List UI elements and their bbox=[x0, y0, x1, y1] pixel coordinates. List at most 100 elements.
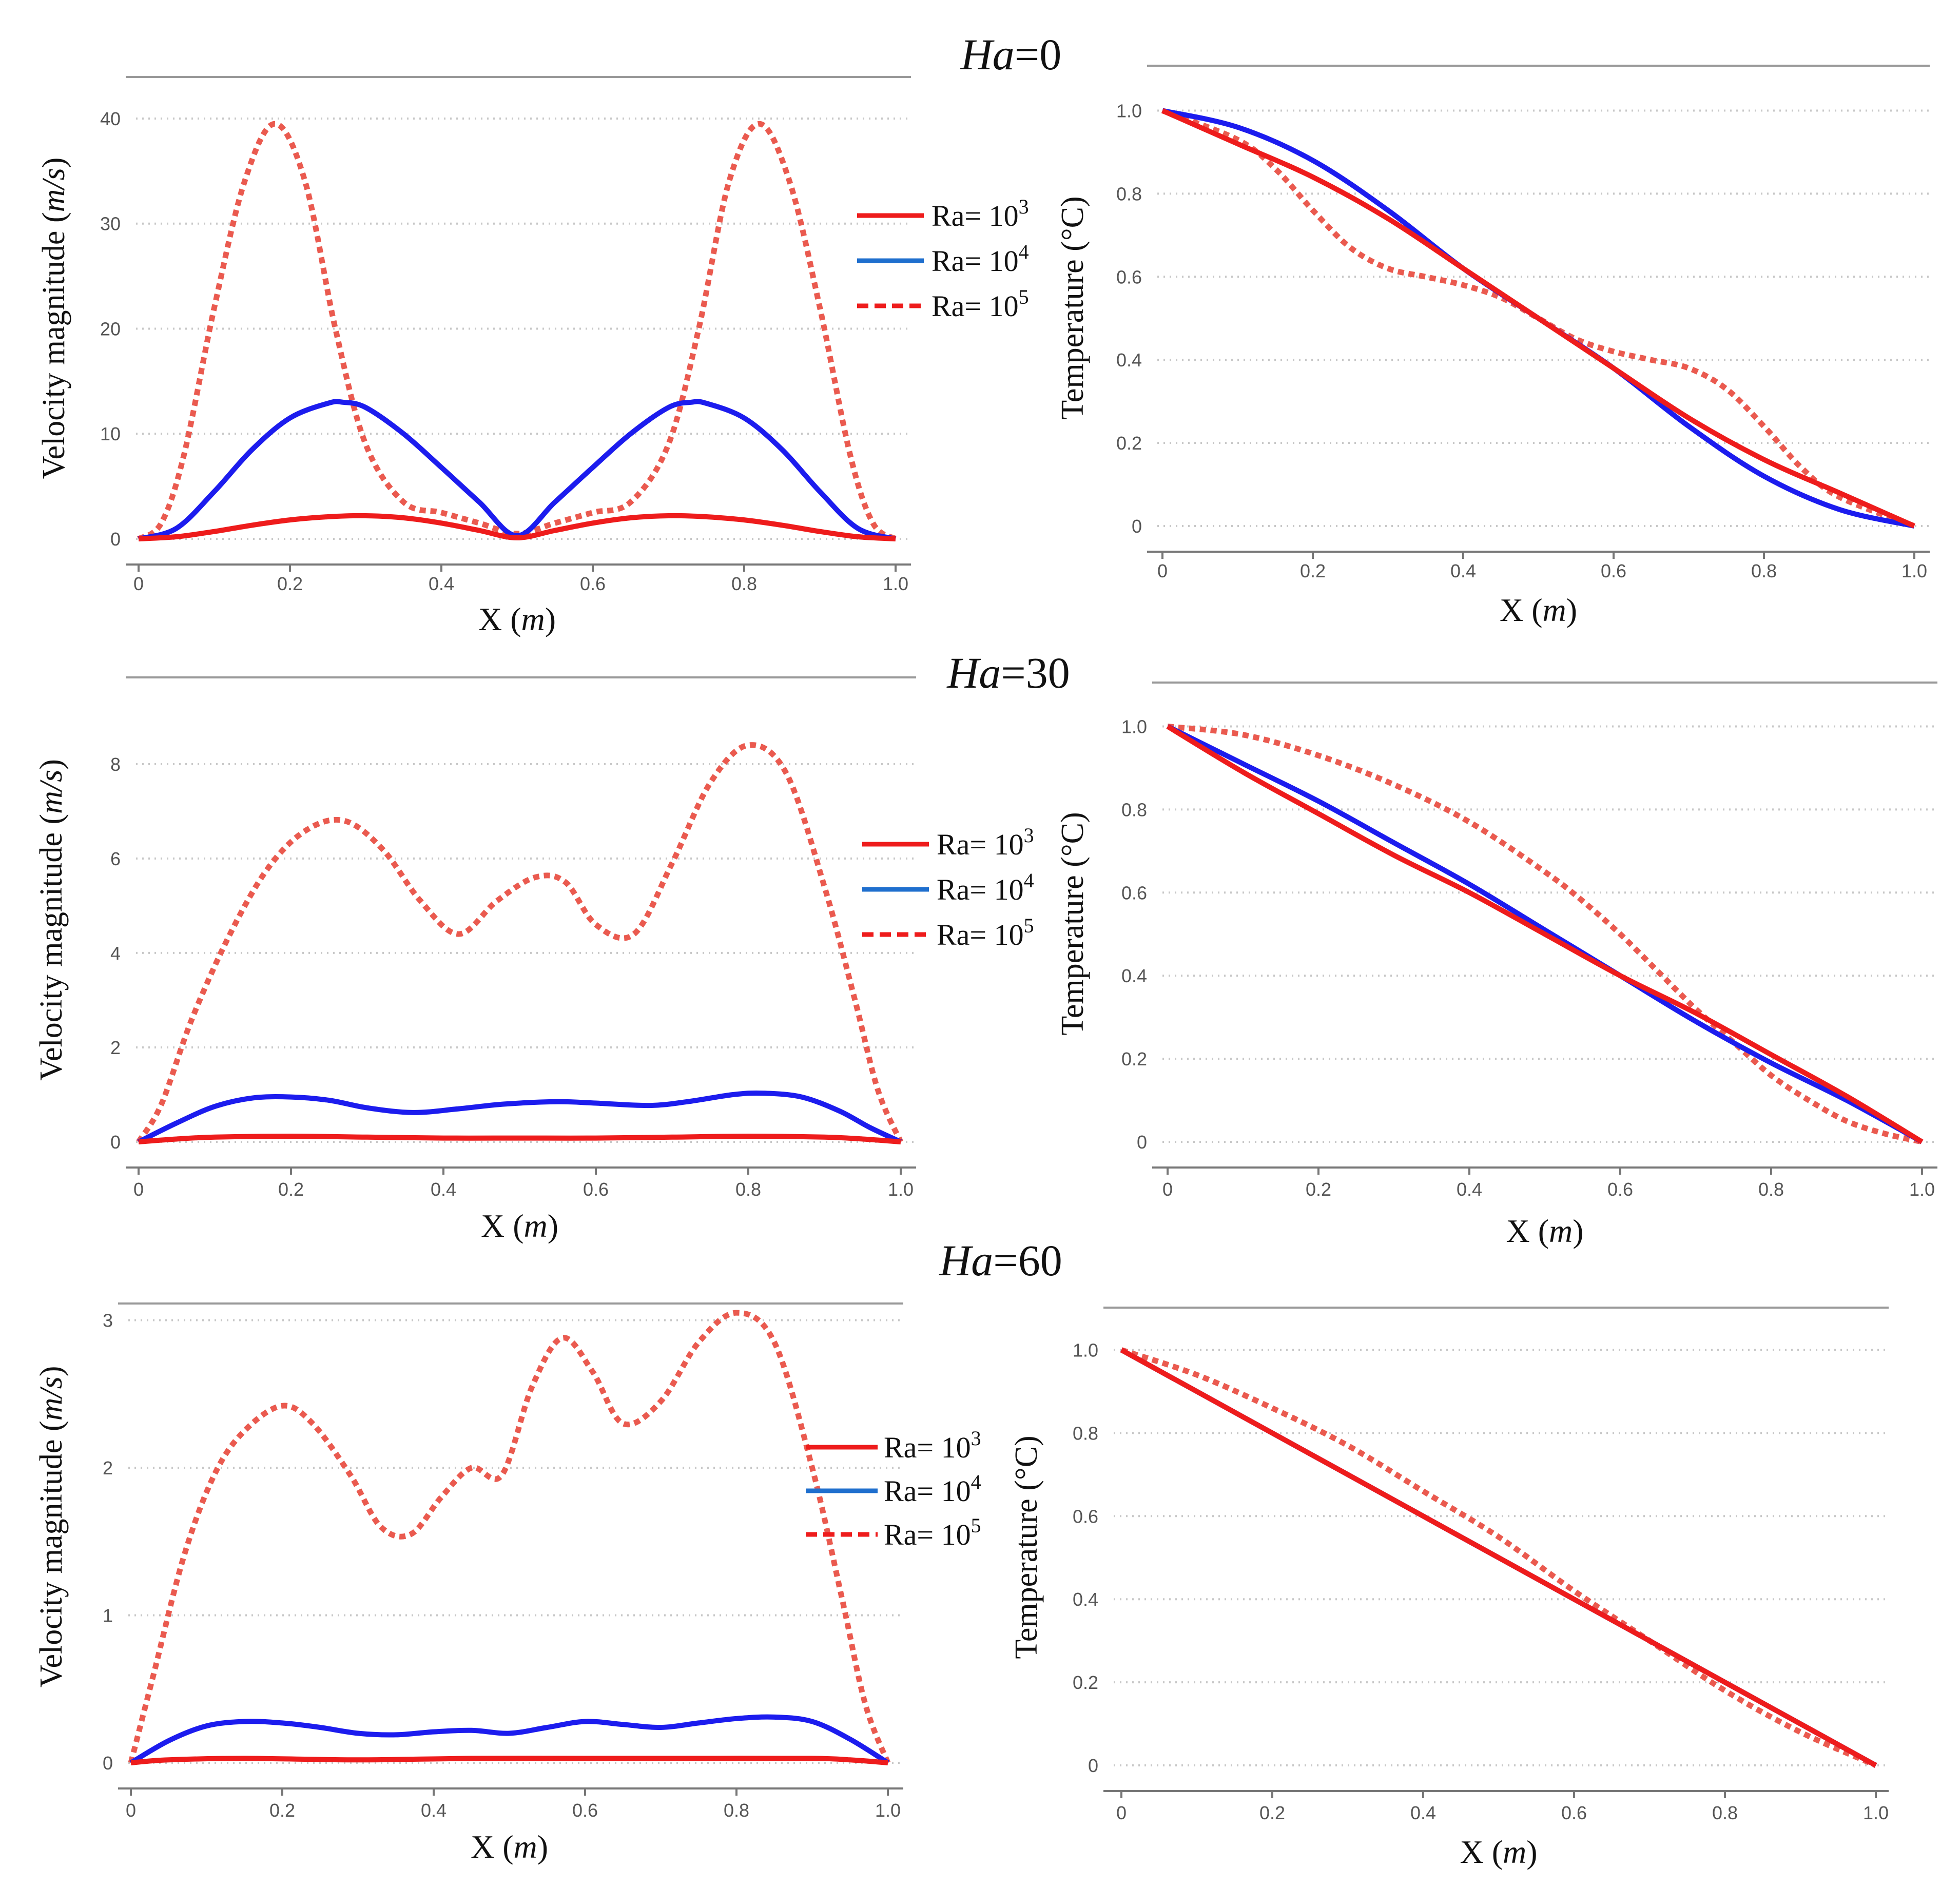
x-tick-label: 0 bbox=[1157, 560, 1168, 581]
y-axis-title-main: Temperature ( bbox=[1055, 241, 1090, 420]
x-axis-title-main: X ( bbox=[1500, 592, 1543, 628]
legend-label-3: Ra= 103 bbox=[937, 824, 1034, 861]
legend-label-base: Ra= 10 bbox=[932, 244, 1019, 278]
x-axis-title-main: X ( bbox=[478, 601, 521, 637]
x-axis-title: X (m) bbox=[478, 601, 556, 637]
y-tick-label: 40 bbox=[100, 108, 121, 129]
legend-label-exponent: 4 bbox=[1024, 869, 1034, 892]
legend-label-5: Ra= 105 bbox=[932, 285, 1029, 323]
y-tick-label: 30 bbox=[100, 213, 121, 235]
y-tick-label: 0.2 bbox=[1121, 1048, 1147, 1069]
legend-label-exponent: 3 bbox=[1019, 195, 1029, 218]
x-tick-label: 0.6 bbox=[1607, 1179, 1633, 1200]
x-axis-title-unit: m bbox=[1503, 1834, 1526, 1870]
ha-label-0-prefix: Ha bbox=[960, 30, 1015, 79]
legend-label-exponent: 3 bbox=[971, 1427, 981, 1450]
x-axis-title-close: ) bbox=[1566, 592, 1577, 628]
ha-label-30-prefix: Ha bbox=[946, 648, 1001, 697]
legend-label-base: Ra= 10 bbox=[884, 1474, 971, 1508]
x-tick-label: 0.2 bbox=[1300, 560, 1326, 581]
x-tick-label: 0 bbox=[133, 1179, 144, 1200]
legend-label-exponent: 5 bbox=[1019, 285, 1029, 308]
x-tick-label: 0.8 bbox=[1712, 1802, 1738, 1823]
ha-label-60-prefix: Ha bbox=[939, 1236, 993, 1285]
x-axis-title-unit: m bbox=[1543, 592, 1566, 628]
y-tick-label: 6 bbox=[110, 848, 121, 869]
x-tick-label: 0.8 bbox=[724, 1800, 749, 1821]
y-axis-title-close: ) bbox=[1009, 1435, 1044, 1446]
y-axis-title-close: ) bbox=[36, 158, 71, 168]
legend-0: Ra= 10 3 Ra= 104 Ra= 105 bbox=[857, 195, 1029, 323]
ha-label-30-suffix: =30 bbox=[1001, 648, 1070, 697]
y-tick-label: 2 bbox=[110, 1037, 121, 1058]
y-tick-label: 0.4 bbox=[1073, 1589, 1098, 1610]
y-axis-title-unit: m/s bbox=[34, 1376, 69, 1421]
y-tick-label: 1 bbox=[103, 1605, 113, 1626]
legend-label-5: Ra= 105 bbox=[937, 914, 1034, 951]
series-line-ra3 bbox=[138, 1134, 901, 1144]
ha-label-0: Ha=0 bbox=[960, 30, 1062, 79]
series-line-ra5 bbox=[128, 1310, 891, 1764]
legend-label-base: Ra= 10 bbox=[884, 1518, 971, 1551]
y-tick-label: 8 bbox=[110, 754, 121, 775]
y-tick-label: 0.6 bbox=[1116, 266, 1142, 287]
y-tick-label: 0.4 bbox=[1121, 965, 1147, 986]
y-axis-title-close: ) bbox=[1055, 196, 1090, 207]
legend-label-base: Ra= 10 bbox=[937, 918, 1024, 951]
x-tick-label: 0.4 bbox=[431, 1179, 456, 1200]
series-line-ra3 bbox=[130, 1756, 888, 1765]
series-line-ra4 bbox=[129, 1714, 889, 1765]
x-tick-label: 0.2 bbox=[1259, 1802, 1285, 1823]
x-tick-label: 0.4 bbox=[1457, 1179, 1482, 1200]
legend-label-base: Ra= 10 bbox=[937, 828, 1024, 861]
x-axis-title-unit: m bbox=[521, 601, 545, 637]
y-tick-label: 0 bbox=[110, 1132, 121, 1153]
x-axis-title-main: X ( bbox=[471, 1828, 514, 1865]
x-axis-title: X (m) bbox=[1506, 1213, 1583, 1249]
y-axis-title-main: Temperature ( bbox=[1009, 1480, 1044, 1659]
y-tick-label: 0.6 bbox=[1073, 1506, 1098, 1527]
series-line-ra4 bbox=[1166, 724, 1924, 1144]
y-tick-label: 4 bbox=[110, 943, 121, 964]
x-tick-label: 0.6 bbox=[1601, 560, 1626, 581]
legend-label-4: Ra= 104 bbox=[932, 240, 1029, 278]
y-tick-label: 0.8 bbox=[1073, 1423, 1098, 1444]
y-axis-title-main: Velocity magnitude ( bbox=[34, 814, 69, 1081]
series-line-ra3 bbox=[1161, 108, 1916, 529]
y-tick-label: 0 bbox=[103, 1753, 113, 1774]
y-tick-label: 3 bbox=[103, 1310, 113, 1331]
x-tick-label: 0.2 bbox=[278, 1179, 304, 1200]
y-tick-label: 0.8 bbox=[1121, 799, 1147, 820]
x-axis-title-unit: m bbox=[524, 1208, 548, 1244]
y-axis-title: Velocity magnitude (m/s) bbox=[36, 158, 71, 479]
y-tick-label: 2 bbox=[103, 1457, 113, 1479]
y-tick-label: 20 bbox=[100, 318, 121, 339]
x-tick-label: 1.0 bbox=[883, 573, 908, 594]
x-tick-label: 0.6 bbox=[1561, 1802, 1587, 1823]
legend-label-5: Ra= 105 bbox=[884, 1514, 981, 1551]
ha-label-0-suffix: =0 bbox=[1015, 30, 1062, 79]
x-tick-label: 1.0 bbox=[1901, 560, 1927, 581]
x-tick-label: 0 bbox=[126, 1800, 136, 1821]
series-line-ra5 bbox=[1161, 108, 1915, 529]
y-axis-title-unit: m/s bbox=[34, 770, 69, 814]
x-tick-label: 0.2 bbox=[1306, 1179, 1331, 1200]
x-axis-title-unit: m bbox=[1549, 1213, 1573, 1249]
x-axis-title-close: ) bbox=[1526, 1834, 1537, 1870]
x-axis-title: X (m) bbox=[1460, 1834, 1537, 1870]
y-tick-label: 0 bbox=[1137, 1132, 1147, 1153]
x-tick-label: 0.4 bbox=[429, 573, 454, 594]
legend-label-base: Ra= 10 bbox=[884, 1431, 971, 1464]
chart-temp-ha30: 00.20.40.60.81.00 0.2 0.4 0.6 0.8 1.0X (m)Tem… bbox=[1055, 682, 1937, 1249]
y-axis-title-unit: °C bbox=[1055, 823, 1090, 857]
x-tick-label: 0.8 bbox=[1758, 1179, 1784, 1200]
series-line-ra5 bbox=[136, 742, 904, 1143]
x-axis-title-unit: m bbox=[514, 1828, 537, 1865]
x-axis-title: X (m) bbox=[481, 1208, 558, 1244]
y-tick-label: 0.6 bbox=[1121, 882, 1147, 903]
y-axis-title-main: Velocity magnitude ( bbox=[34, 1421, 69, 1687]
